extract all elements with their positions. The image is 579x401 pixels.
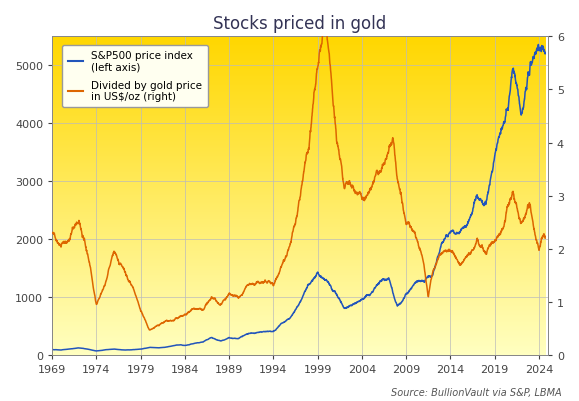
Text: Source: BullionVault via S&P, LBMA: Source: BullionVault via S&P, LBMA [391,387,562,397]
Title: Stocks priced in gold: Stocks priced in gold [214,15,387,33]
Legend: S&P500 price index
(left axis), Divided by gold price
in US$/oz (right): S&P500 price index (left axis), Divided … [63,46,208,107]
